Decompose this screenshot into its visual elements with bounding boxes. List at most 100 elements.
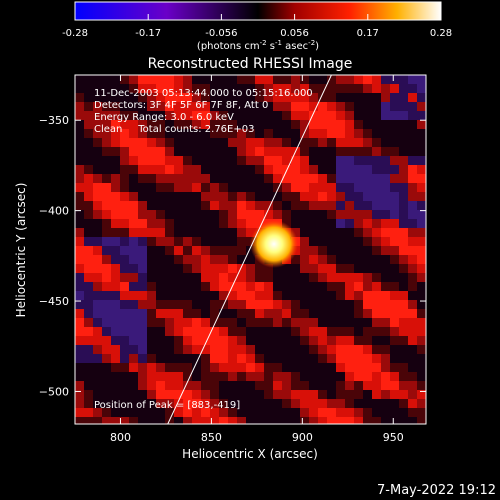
heatmap-cell — [120, 102, 130, 112]
heatmap-cell — [345, 147, 355, 157]
heatmap-cell — [138, 120, 148, 130]
heatmap-cell — [102, 408, 112, 418]
heatmap-cell — [93, 399, 103, 409]
heatmap-cell — [165, 327, 175, 337]
heatmap-cell — [363, 255, 373, 265]
heatmap-cell — [156, 246, 166, 256]
heatmap-cell — [111, 291, 121, 301]
heatmap-cell — [417, 147, 426, 157]
heatmap-cell — [363, 390, 373, 400]
heatmap-cell — [237, 399, 247, 409]
heatmap-cell — [102, 345, 112, 355]
heatmap-cell — [354, 264, 364, 274]
heatmap-cell — [84, 273, 94, 283]
heatmap-cell — [354, 291, 364, 301]
heatmap-cell — [219, 147, 229, 157]
heatmap-cell — [192, 381, 202, 391]
heatmap-cell — [327, 300, 337, 310]
heatmap-cell — [138, 399, 148, 409]
heatmap-cell — [408, 174, 418, 184]
heatmap-cell — [264, 399, 274, 409]
heatmap-cell — [138, 255, 148, 265]
heatmap-cell — [246, 282, 256, 292]
heatmap-cell — [165, 147, 175, 157]
heatmap-cell — [219, 327, 229, 337]
heatmap-cell — [156, 93, 166, 103]
heatmap-cell — [255, 75, 265, 85]
heatmap-cell — [381, 408, 391, 418]
heatmap-cell — [372, 219, 382, 229]
heatmap-cell — [336, 318, 346, 328]
heatmap-cell — [156, 201, 166, 211]
heatmap-cell — [345, 111, 355, 121]
heatmap-cell — [264, 372, 274, 382]
heatmap-cell — [174, 390, 184, 400]
heatmap-cell — [201, 390, 211, 400]
heatmap-cell — [363, 282, 373, 292]
heatmap-cell — [264, 120, 274, 130]
heatmap-cell — [390, 246, 400, 256]
heatmap-cell — [120, 210, 130, 220]
heatmap-cell — [102, 354, 112, 364]
heatmap-cell — [156, 291, 166, 301]
heatmap-cell — [93, 201, 103, 211]
heatmap-cell — [417, 300, 426, 310]
heatmap-cell — [120, 264, 130, 274]
heatmap-cell — [327, 363, 337, 373]
heatmap-cell — [165, 390, 175, 400]
heatmap-cell — [147, 192, 157, 202]
heatmap-cell — [408, 327, 418, 337]
heatmap-cell — [372, 408, 382, 418]
heatmap-cell — [273, 408, 283, 418]
heatmap-cell — [318, 264, 328, 274]
heatmap-cell — [120, 327, 130, 337]
heatmap-cell — [111, 210, 121, 220]
heatmap-cell — [219, 183, 229, 193]
heatmap-cell — [75, 228, 85, 238]
heatmap-cell — [273, 192, 283, 202]
heatmap-cell — [201, 345, 211, 355]
heatmap-cell — [291, 228, 301, 238]
heatmap-cell — [318, 192, 328, 202]
heatmap-cell — [399, 174, 409, 184]
heatmap-cell — [327, 201, 337, 211]
heatmap-cell — [75, 129, 85, 139]
heatmap-cell — [399, 219, 409, 229]
heatmap-cell — [408, 228, 418, 238]
heatmap-cell — [300, 102, 310, 112]
heatmap-cell — [84, 84, 94, 94]
heatmap-cell — [111, 264, 121, 274]
heatmap-cell — [129, 192, 139, 202]
heatmap-cell — [174, 210, 184, 220]
colorbar — [74, 1, 442, 21]
heatmap-cell — [327, 111, 337, 121]
heatmap-cell — [246, 84, 256, 94]
heatmap-cell — [417, 174, 426, 184]
heatmap-cell — [255, 129, 265, 139]
heatmap-cell — [309, 93, 319, 103]
heatmap-cell — [228, 129, 238, 139]
y-tick-label: −500 — [39, 385, 69, 398]
heatmap-cell — [381, 363, 391, 373]
heatmap-cell — [183, 336, 193, 346]
heatmap-cell — [336, 264, 346, 274]
heatmap-cell — [165, 111, 175, 121]
heatmap-cell — [318, 318, 328, 328]
heatmap-cell — [120, 228, 130, 238]
heatmap-cell — [282, 363, 292, 373]
heatmap-cell — [282, 345, 292, 355]
heatmap-cell — [354, 399, 364, 409]
heatmap-cell — [255, 264, 265, 274]
heatmap-cell — [93, 93, 103, 103]
heatmap-cell — [363, 156, 373, 166]
heatmap-cell — [165, 228, 175, 238]
heatmap-cell — [192, 111, 202, 121]
heatmap-cell — [93, 237, 103, 247]
heatmap-cell — [183, 237, 193, 247]
heatmap-cell — [237, 102, 247, 112]
heatmap-cell — [102, 381, 112, 391]
heatmap-cell — [147, 129, 157, 139]
heatmap-cell — [219, 237, 229, 247]
heatmap-cell — [282, 102, 292, 112]
heatmap-cell — [147, 75, 157, 85]
